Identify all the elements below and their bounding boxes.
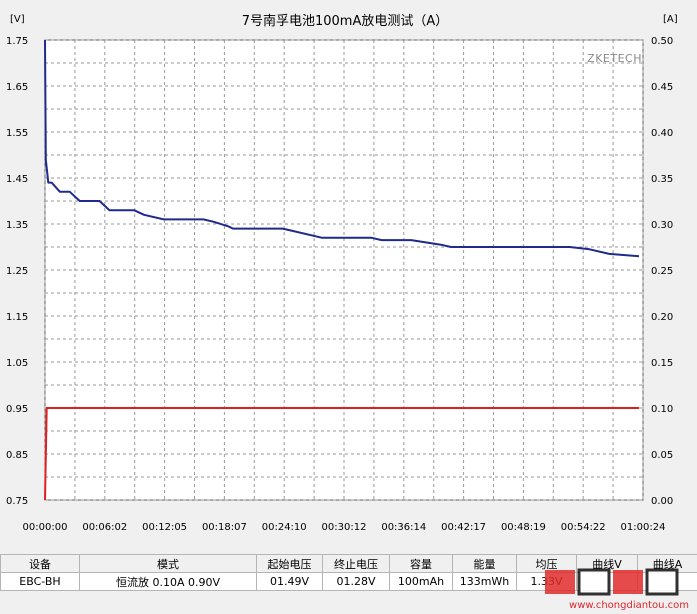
watermark-logo <box>545 568 679 596</box>
x-tick-label: 00:48:19 <box>501 522 546 533</box>
brand-label: ZKETECH <box>587 52 642 65</box>
y-left-tick-label: 1.75 <box>6 36 28 47</box>
header-device: 设备 <box>0 554 80 573</box>
y-left-tick-label: 1.45 <box>6 174 28 185</box>
y-right-tick-label: 0.35 <box>651 174 673 185</box>
series-layer <box>44 39 640 501</box>
current-series-line <box>44 407 639 501</box>
y-left-tick-label: 1.25 <box>6 266 28 277</box>
x-tick-label: 00:18:07 <box>202 522 247 533</box>
x-tick-label: 00:30:12 <box>322 522 367 533</box>
x-tick-label: 00:24:10 <box>262 522 307 533</box>
summary-header-row: 设备 模式 起始电压 终止电压 容量 能量 均压 曲线V 曲线A <box>0 554 697 573</box>
x-tick-label: 00:00:00 <box>23 522 68 533</box>
y-right-tick-label: 0.20 <box>651 312 673 323</box>
y-right-tick-label: 0.45 <box>651 82 673 93</box>
header-mode: 模式 <box>79 554 257 573</box>
value-energy: 133mWh <box>452 572 517 591</box>
chart-title: 7号南孚电池100mA放电测试（A） <box>242 13 449 29</box>
y-right-tick-label: 0.25 <box>651 266 673 277</box>
y-left-tick-label: 1.35 <box>6 220 28 231</box>
x-tick-label: 00:36:14 <box>381 522 426 533</box>
y-left-tick-label: 1.05 <box>6 358 28 369</box>
x-tick-label: 00:06:02 <box>82 522 127 533</box>
y-left-tick-label: 0.75 <box>6 496 28 507</box>
header-start-voltage: 起始电压 <box>256 554 323 573</box>
y-right-tick-label: 0.10 <box>651 404 673 415</box>
header-capacity: 容量 <box>389 554 453 573</box>
y-left-tick-label: 1.65 <box>6 82 28 93</box>
y-right-tick-label: 0.40 <box>651 128 673 139</box>
x-tick-label: 01:00:24 <box>621 522 666 533</box>
x-tick-label: 00:12:05 <box>142 522 187 533</box>
discharge-chart: 1.75 1.65 1.55 1.45 1.35 1.25 1.15 1.05 0.95 0.85… <box>6 13 678 533</box>
header-curve-v[interactable]: 曲线V <box>576 554 638 573</box>
axis-labels: 1.75 1.65 1.55 1.45 1.35 1.25 1.15 1.05 0.95 0.85… <box>6 36 673 533</box>
y-right-tick-label: 0.00 <box>651 496 673 507</box>
value-device: EBC-BH <box>0 572 80 591</box>
voltage-series-line <box>44 39 640 258</box>
y-left-tick-label: 0.95 <box>6 404 28 415</box>
y-left-tick-label: 0.85 <box>6 450 28 461</box>
y-right-tick-label: 0.15 <box>651 358 673 369</box>
header-end-voltage: 终止电压 <box>322 554 390 573</box>
right-axis-unit: [A] <box>663 14 678 25</box>
y-left-tick-label: 1.55 <box>6 128 28 139</box>
grid <box>44 39 644 501</box>
header-energy: 能量 <box>452 554 517 573</box>
value-end-voltage: 01.28V <box>322 572 390 591</box>
value-mode: 恒流放 0.10A 0.90V <box>79 572 257 591</box>
y-left-tick-label: 1.15 <box>6 312 28 323</box>
x-tick-label: 00:42:17 <box>441 522 486 533</box>
y-right-tick-label: 0.50 <box>651 36 673 47</box>
value-capacity: 100mAh <box>389 572 453 591</box>
y-right-tick-label: 0.05 <box>651 450 673 461</box>
value-start-voltage: 01.49V <box>256 572 323 591</box>
watermark-url: www.chongdiantou.com <box>569 600 689 611</box>
x-tick-label: 00:54:22 <box>561 522 606 533</box>
left-axis-unit: [V] <box>10 14 25 25</box>
y-right-tick-label: 0.30 <box>651 220 673 231</box>
